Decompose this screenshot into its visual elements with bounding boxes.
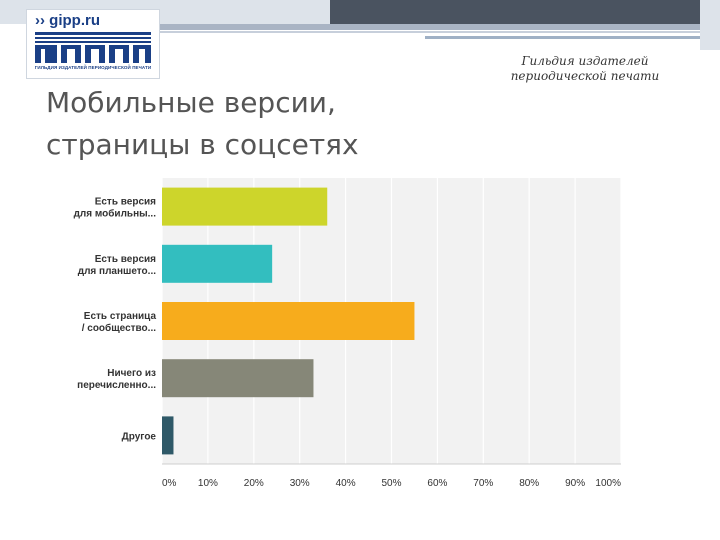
bar-2 — [162, 244, 273, 283]
x-tick-label: 0% — [162, 478, 177, 489]
logo-url: ›› gipp.ru — [35, 12, 100, 29]
bar-chart: Есть версия для мобильны... Есть версия для… — [60, 176, 625, 501]
x-tick-label: 30% — [290, 478, 310, 489]
x-tick-label: 50% — [381, 478, 401, 489]
category-label: для мобильны... — [74, 208, 157, 220]
category-label: для планшето... — [78, 266, 157, 277]
header-stripe — [155, 24, 700, 30]
x-tick-label: 100% — [595, 478, 621, 489]
category-label: перечисленно... — [77, 380, 156, 391]
category-label: Есть версия — [95, 197, 156, 208]
x-tick-label: 20% — [244, 478, 264, 489]
top-right-tab — [700, 0, 720, 50]
org-name-line1: Гильдия издателей — [521, 54, 649, 68]
category-label: Ничего из — [107, 368, 156, 379]
category-label: Есть страница — [84, 311, 157, 322]
category-label: / сообщество... — [82, 322, 157, 334]
bar-5 — [162, 416, 174, 455]
slide-title-line2: страницы в соцсетях — [46, 128, 359, 161]
bar-1 — [162, 187, 328, 226]
gipp-logo-mark — [35, 32, 151, 63]
x-tick-label: 80% — [519, 478, 539, 489]
header-stripe-accent — [425, 36, 700, 39]
x-tick-label: 90% — [565, 478, 585, 489]
bar-3 — [162, 302, 415, 340]
category-label: Есть версия — [95, 254, 156, 265]
gipp-logo: ›› gipp.ru ГИЛЬДИЯ ИЗДАТЕЛЕЙ ПЕРИОДИЧЕСК… — [26, 9, 160, 79]
header-stripe-thin — [155, 31, 700, 33]
x-tick-label: 40% — [336, 478, 356, 489]
x-tick-label: 70% — [473, 478, 493, 489]
top-dark-band — [330, 0, 700, 24]
slide-title-line1: Мобильные версии, — [46, 86, 336, 119]
category-label: Другое — [122, 431, 157, 442]
bar-4 — [162, 359, 314, 398]
logo-subtitle: ГИЛЬДИЯ ИЗДАТЕЛЕЙ ПЕРИОДИЧЕСКОЙ ПЕЧАТИ — [34, 65, 152, 70]
org-name-line2: периодической печати — [510, 69, 660, 83]
x-tick-label: 10% — [198, 478, 218, 489]
x-tick-label: 60% — [427, 478, 447, 489]
org-name: Гильдия издателей периодической печати — [470, 54, 700, 84]
slide-title: Мобильные версии, страницы в соцсетях — [46, 82, 359, 166]
